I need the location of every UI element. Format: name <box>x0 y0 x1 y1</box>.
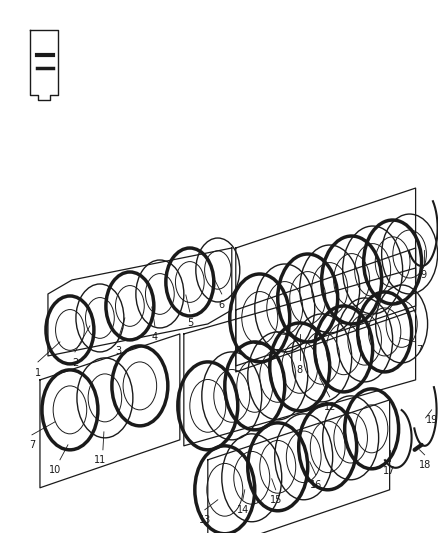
Text: 12: 12 <box>324 402 336 412</box>
Text: 19: 19 <box>425 415 438 425</box>
Text: 15: 15 <box>269 495 282 505</box>
Text: 8: 8 <box>297 365 303 375</box>
Text: 5: 5 <box>187 318 193 328</box>
Text: 18: 18 <box>418 460 431 470</box>
Text: 13: 13 <box>199 515 211 525</box>
Text: 10: 10 <box>49 465 61 475</box>
Text: 1: 1 <box>35 368 41 378</box>
Text: 11: 11 <box>94 455 106 465</box>
Text: 2: 2 <box>72 358 78 368</box>
Text: 14: 14 <box>237 505 249 515</box>
Text: 7: 7 <box>29 440 35 450</box>
Text: 7: 7 <box>417 345 423 355</box>
Text: 4: 4 <box>152 332 158 342</box>
Text: 3: 3 <box>115 346 121 356</box>
Text: 6: 6 <box>219 300 225 310</box>
Text: 17: 17 <box>383 466 396 476</box>
Text: 16: 16 <box>310 480 322 490</box>
Text: 9: 9 <box>420 270 427 280</box>
